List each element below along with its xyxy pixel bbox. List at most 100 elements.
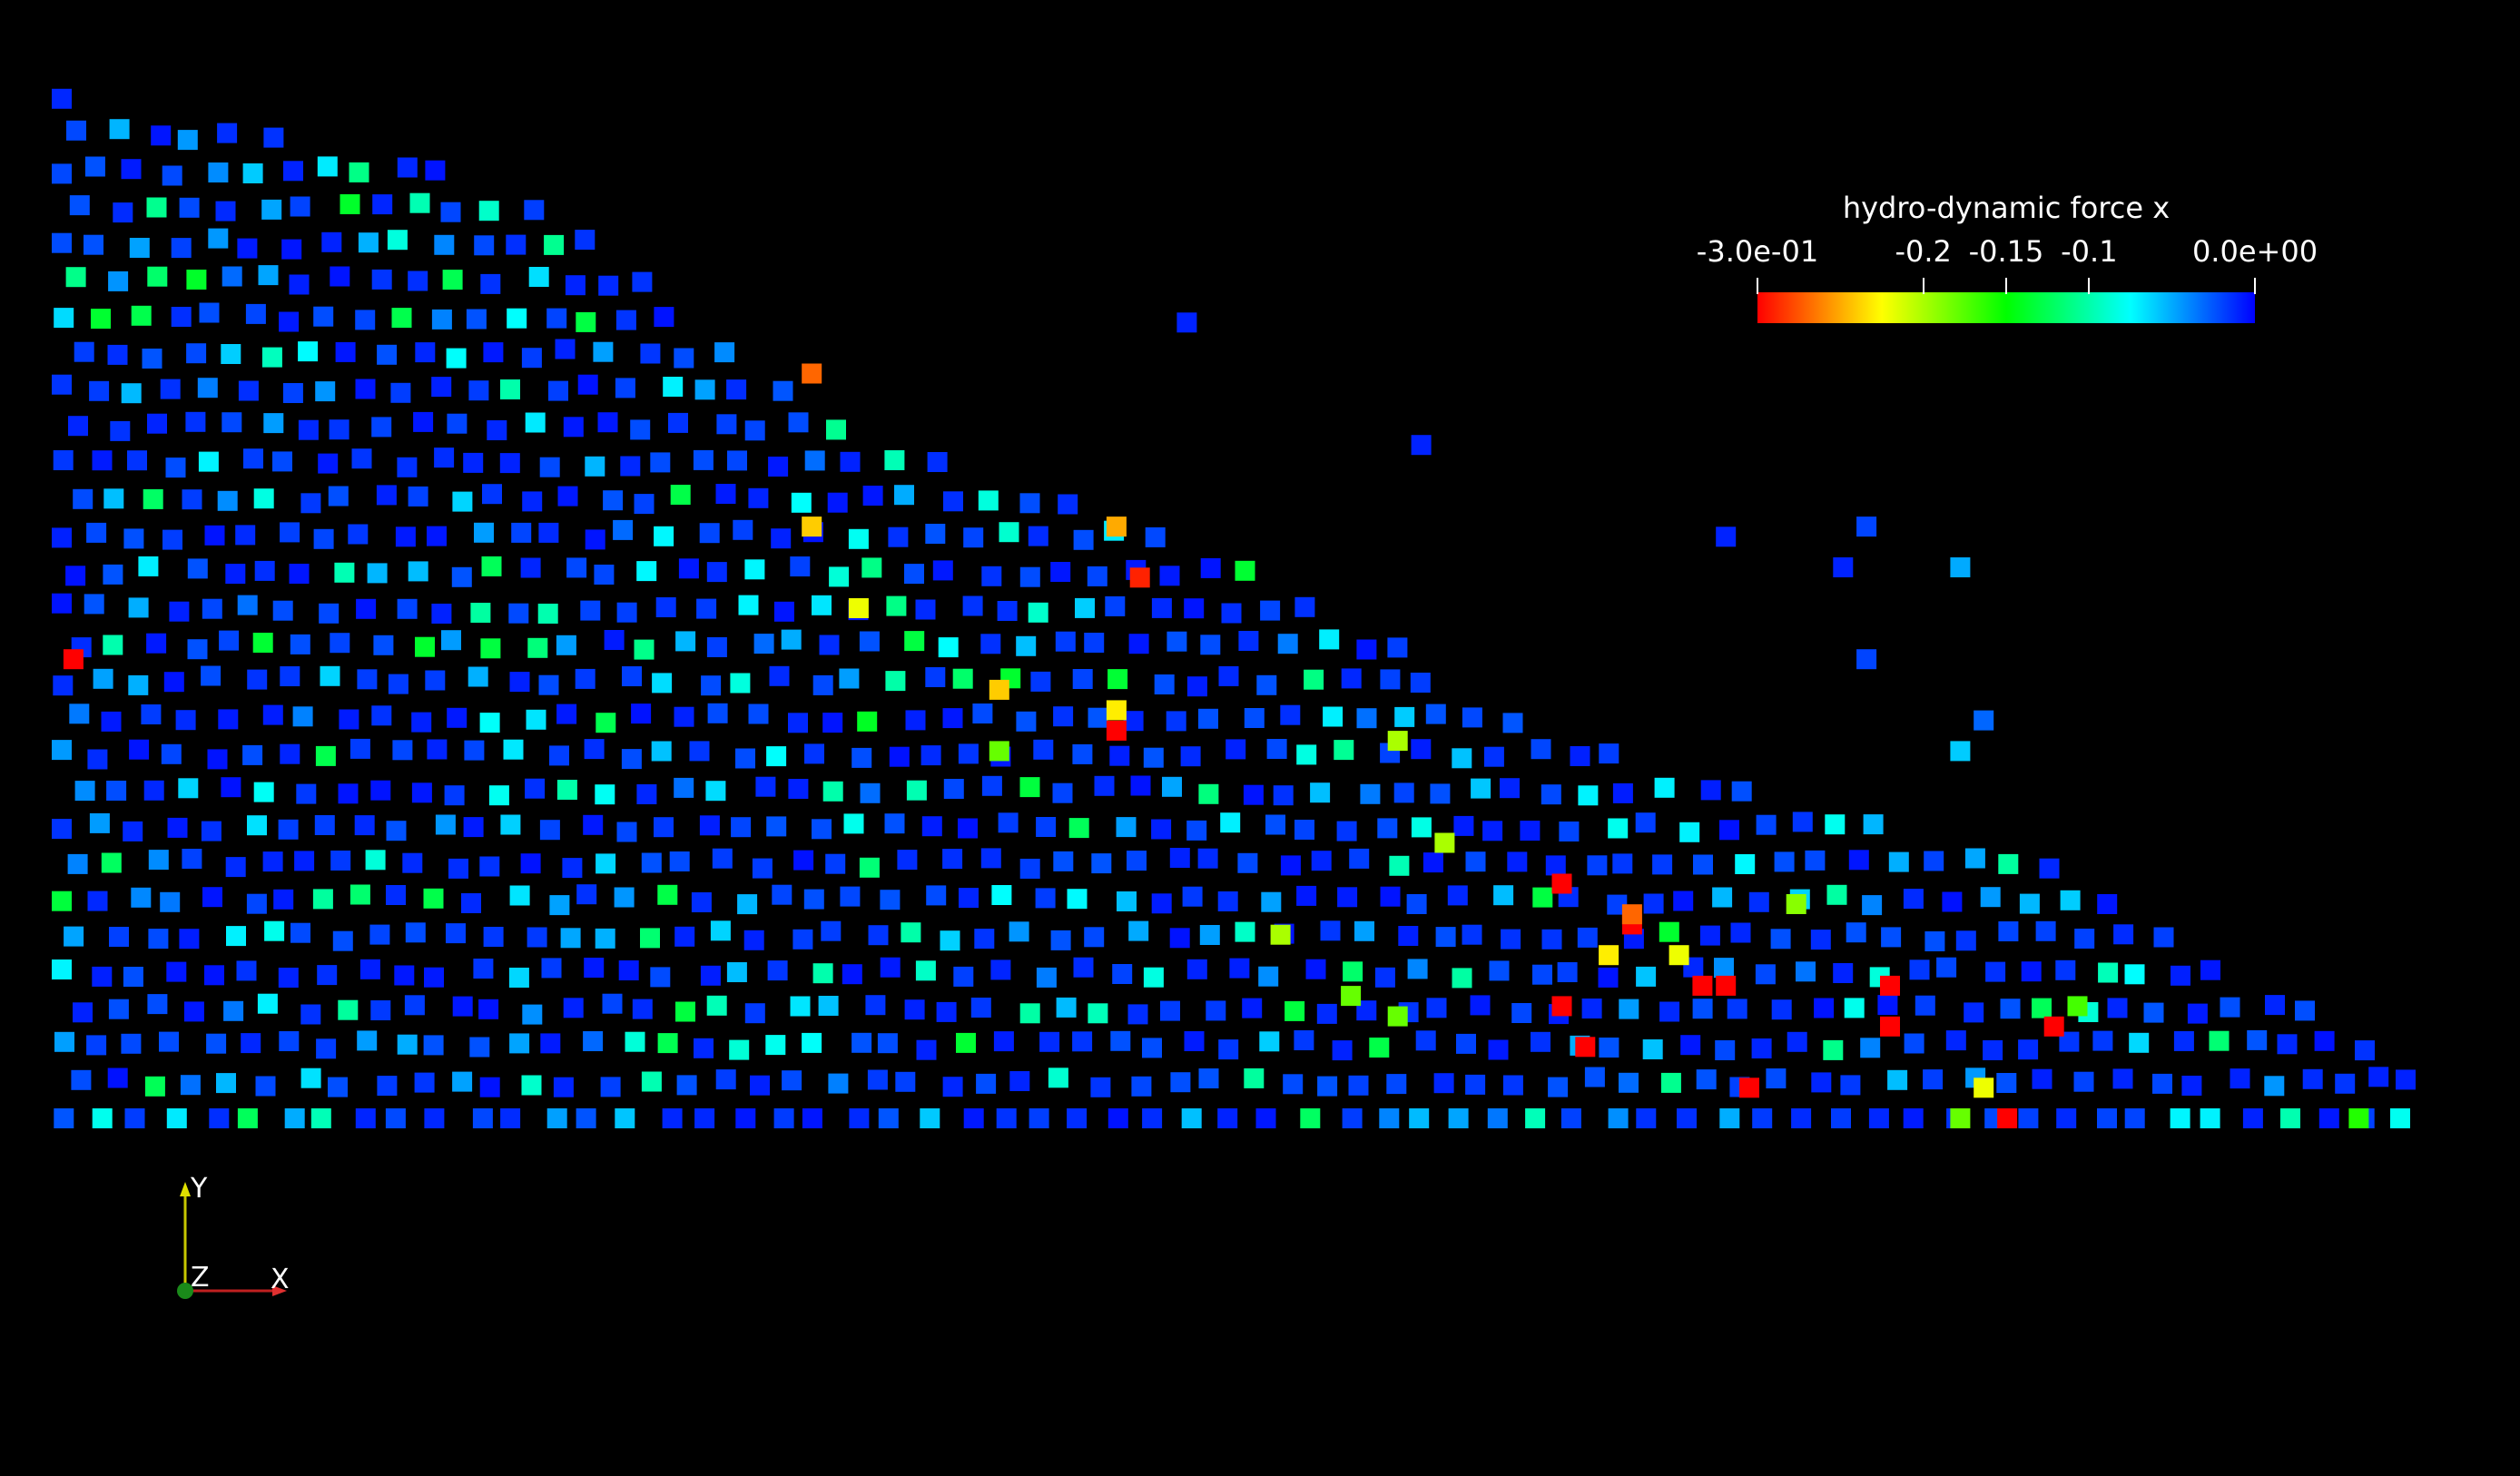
particle — [1117, 891, 1137, 911]
particle — [521, 348, 542, 369]
particle — [1334, 740, 1354, 761]
particle — [1261, 891, 1282, 912]
particle — [1058, 494, 1078, 515]
particle — [411, 712, 432, 733]
particle — [2181, 1076, 2202, 1096]
particle — [284, 1108, 305, 1128]
particle — [1162, 776, 1182, 797]
particle — [310, 1108, 331, 1128]
particle — [904, 564, 924, 585]
particle — [978, 490, 999, 511]
particle — [670, 485, 691, 505]
particle — [317, 156, 338, 177]
particle — [1110, 1030, 1131, 1051]
particle — [1336, 821, 1357, 841]
particle — [373, 635, 394, 655]
particle — [752, 858, 773, 879]
particle — [1198, 783, 1219, 804]
particle — [427, 526, 447, 546]
particle — [1266, 739, 1287, 759]
particle — [1131, 1076, 1152, 1097]
particle — [1587, 855, 1608, 876]
particle — [1525, 1108, 1546, 1128]
particle — [699, 815, 720, 836]
particle — [1387, 1006, 1408, 1027]
particle — [1304, 669, 1324, 690]
particle — [1805, 850, 1826, 871]
particle — [549, 895, 570, 916]
particle — [2043, 1016, 2064, 1037]
particle — [162, 529, 182, 550]
particle — [507, 308, 527, 329]
particle — [1186, 676, 1207, 697]
particle — [1915, 995, 1935, 1016]
particle — [1088, 707, 1108, 728]
particle — [171, 238, 192, 259]
particle — [1106, 700, 1127, 721]
particle — [1998, 921, 2019, 941]
particle — [1311, 851, 1332, 871]
particle — [525, 412, 546, 433]
particle — [377, 344, 398, 365]
particle — [942, 708, 963, 729]
particle — [613, 519, 634, 540]
particle — [696, 598, 717, 619]
particle — [1570, 746, 1590, 766]
particle — [1341, 986, 1362, 1007]
legend-tick-mark — [1922, 278, 1924, 294]
particle — [654, 307, 674, 328]
particle — [1731, 781, 1752, 802]
particle — [424, 1108, 445, 1128]
particle — [2355, 1040, 2375, 1061]
particle — [766, 816, 787, 837]
particle — [146, 633, 167, 654]
particle — [1677, 1108, 1697, 1128]
particle — [1033, 739, 1054, 760]
colorbar — [1757, 292, 2255, 323]
particle — [338, 999, 359, 1020]
particle — [996, 1108, 1017, 1128]
particle — [479, 1077, 500, 1097]
particle — [280, 743, 300, 764]
particle — [694, 379, 715, 400]
particle — [294, 851, 315, 871]
particle — [546, 1108, 567, 1128]
particle — [223, 1000, 244, 1021]
particle — [812, 819, 832, 840]
particle — [553, 1077, 574, 1097]
particle — [488, 785, 509, 806]
particle — [92, 1108, 113, 1128]
particle — [435, 814, 456, 835]
particle — [1050, 562, 1071, 582]
particle — [1756, 814, 1777, 835]
particle — [1090, 1077, 1111, 1097]
particle — [279, 311, 300, 332]
particle — [634, 494, 655, 515]
particle — [415, 636, 435, 657]
particle — [415, 342, 436, 363]
particle — [178, 778, 199, 799]
particle — [452, 491, 473, 512]
particle — [359, 959, 380, 979]
particle — [563, 417, 584, 438]
particle — [332, 930, 353, 951]
y-axis-arrow — [180, 1182, 191, 1196]
particle — [772, 884, 792, 905]
particle — [886, 595, 907, 616]
particle — [511, 522, 532, 543]
particle — [1056, 997, 1077, 1018]
particle — [218, 709, 239, 730]
particle — [1964, 1002, 1984, 1023]
particle — [397, 598, 418, 619]
particle — [179, 929, 200, 950]
particle — [540, 1033, 561, 1054]
particle — [904, 631, 925, 652]
particle — [1142, 1108, 1163, 1128]
particle — [1578, 785, 1599, 806]
particle — [1856, 517, 1877, 537]
particle — [1184, 598, 1205, 619]
color-legend: hydro-dynamic force x -3.0e-01 -0.2 -0.15-… — [1688, 191, 2324, 336]
particle — [376, 485, 397, 506]
